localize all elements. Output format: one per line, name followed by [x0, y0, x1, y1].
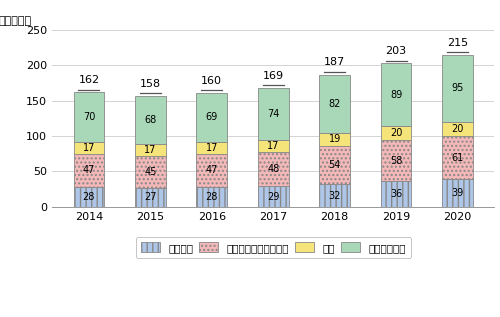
Text: 20: 20 [390, 128, 402, 138]
Text: 45: 45 [144, 167, 156, 177]
Text: 17: 17 [82, 143, 95, 153]
Bar [196, 187, 227, 207]
Text: 36: 36 [390, 189, 402, 199]
Text: 162: 162 [78, 75, 100, 85]
Text: 160: 160 [202, 76, 222, 86]
Bar [74, 154, 104, 187]
Bar [442, 179, 473, 207]
Text: 19: 19 [328, 134, 341, 144]
Text: 20: 20 [452, 124, 464, 134]
Bar [135, 156, 166, 188]
Text: 169: 169 [262, 71, 284, 81]
Text: 28: 28 [82, 192, 95, 202]
Text: 27: 27 [144, 192, 156, 202]
Text: 215: 215 [447, 38, 468, 48]
Text: 28: 28 [206, 192, 218, 202]
Text: 39: 39 [452, 188, 464, 198]
Text: 61: 61 [452, 153, 464, 163]
Bar [74, 187, 104, 207]
Text: 187: 187 [324, 57, 345, 68]
Bar [442, 55, 473, 122]
Text: 58: 58 [390, 156, 402, 166]
Text: 203: 203 [386, 46, 406, 56]
Text: 17: 17 [206, 143, 218, 153]
Text: 68: 68 [144, 115, 156, 125]
Text: 54: 54 [328, 160, 341, 170]
Bar [320, 74, 350, 133]
Text: 70: 70 [82, 112, 95, 122]
Text: 17: 17 [267, 141, 280, 151]
Bar [135, 96, 166, 144]
Text: 158: 158 [140, 79, 161, 89]
Text: 17: 17 [144, 145, 156, 155]
Bar [258, 88, 288, 140]
Bar [74, 92, 104, 142]
Bar [196, 142, 227, 154]
Bar [196, 93, 227, 142]
Text: 95: 95 [452, 83, 464, 93]
Bar [135, 188, 166, 207]
Bar [74, 142, 104, 154]
Bar [381, 181, 412, 207]
Legend: 南北米州, 欧州・中東・アフリカ, 日本, その他アジア: 南北米州, 欧州・中東・アフリカ, 日本, その他アジア [136, 237, 411, 258]
Text: 82: 82 [328, 99, 341, 108]
Text: 47: 47 [206, 165, 218, 175]
Bar [442, 136, 473, 179]
Bar [135, 144, 166, 156]
Text: 29: 29 [267, 191, 280, 202]
Text: 32: 32 [328, 191, 341, 201]
Bar [196, 154, 227, 187]
Bar [320, 133, 350, 146]
Bar [381, 140, 412, 181]
Text: 74: 74 [267, 109, 280, 119]
Text: （億ドル）: （億ドル） [0, 16, 32, 26]
Text: 69: 69 [206, 112, 218, 122]
Bar [320, 146, 350, 184]
Text: 48: 48 [267, 164, 280, 174]
Bar [442, 122, 473, 136]
Text: 89: 89 [390, 90, 402, 100]
Text: 47: 47 [82, 165, 95, 175]
Bar [381, 63, 412, 126]
Bar [381, 126, 412, 140]
Bar [320, 184, 350, 207]
Bar [258, 140, 288, 152]
Bar [258, 152, 288, 186]
Bar [258, 186, 288, 207]
